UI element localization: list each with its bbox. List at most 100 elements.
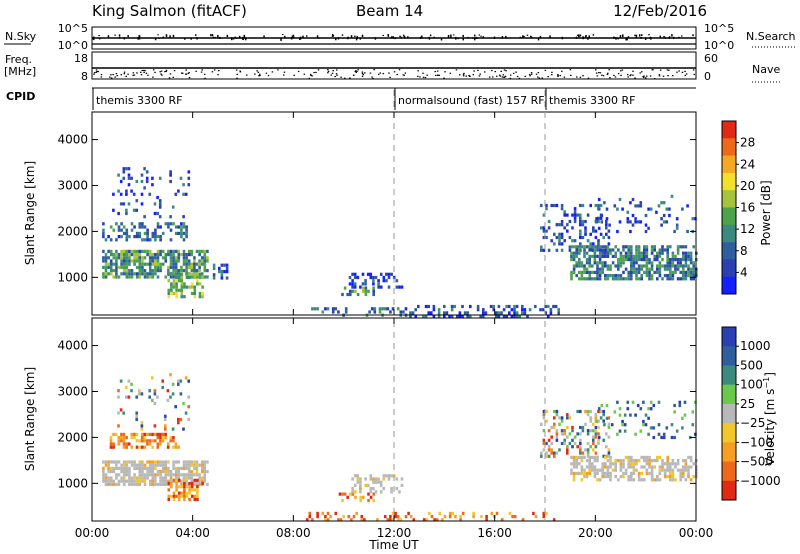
range-gate-cell — [558, 239, 561, 243]
nave-point — [613, 74, 615, 77]
range-gate-cell — [169, 479, 173, 483]
range-gate-cell — [172, 285, 176, 289]
range-gate-cell — [151, 256, 155, 260]
range-gate-cell — [133, 253, 136, 257]
nsky-point — [407, 36, 409, 39]
nsky-point — [473, 34, 476, 37]
nave-point — [332, 70, 334, 72]
nave-point — [499, 75, 502, 77]
range-gate-cell — [179, 176, 183, 180]
range-gate-cell — [682, 245, 685, 249]
range-gate-cell — [572, 455, 576, 459]
range-gate-cell — [596, 261, 599, 265]
range-gate-cell — [164, 256, 168, 260]
range-gate-cell — [653, 254, 656, 258]
range-gate-cell — [604, 277, 607, 281]
range-gate-cell — [132, 208, 136, 212]
range-gate-cell — [156, 436, 160, 440]
nave-point — [444, 71, 446, 73]
nave-point — [110, 77, 113, 79]
nsky-point — [530, 35, 532, 38]
range-gate-cell — [682, 258, 685, 262]
range-gate-cell — [125, 275, 129, 279]
range-gate-cell — [143, 272, 147, 276]
nsky-point — [139, 37, 141, 40]
range-gate-cell — [605, 403, 609, 408]
range-gate-cell — [201, 291, 204, 296]
range-gate-cell — [120, 222, 123, 226]
range-gate-cell — [391, 511, 395, 515]
range-gate-cell — [622, 462, 625, 466]
range-gate-cell — [402, 310, 405, 314]
range-gate-cell — [614, 264, 617, 268]
time-tick-label: 08:00 — [276, 526, 311, 540]
range-gate-cell — [495, 311, 498, 315]
range-gate-cell — [578, 455, 581, 459]
velocity-colorbar-label: Velocity [m s−1] — [762, 372, 777, 466]
range-gate-cell — [630, 478, 633, 482]
range-gate-cell — [614, 274, 617, 278]
range-gate-cell — [171, 382, 175, 386]
range-gate-cell — [597, 441, 600, 446]
range-gate-cell — [187, 253, 191, 257]
nave-point — [630, 74, 632, 76]
range-gate-cell — [568, 245, 572, 249]
range-gate-cell — [593, 277, 597, 281]
range-gate-cell — [521, 518, 525, 522]
range-gate-cell — [203, 265, 207, 269]
range-gate-cell — [594, 429, 598, 433]
range-gate-cell — [148, 272, 152, 276]
range-gate-cell — [120, 470, 123, 474]
range-gate-cell — [645, 471, 649, 475]
range-gate-cell — [663, 475, 667, 479]
range-gate-cell — [135, 411, 138, 415]
nave-point — [582, 75, 584, 77]
power-colorbar-label: Power [dB] — [759, 180, 773, 245]
range-gate-cell — [172, 494, 176, 498]
range-gate-cell — [595, 217, 598, 221]
range-gate-cell — [180, 295, 184, 299]
range-gate-cell — [414, 308, 417, 312]
range-gate-cell — [172, 253, 175, 257]
range-gate-cell — [130, 176, 133, 180]
range-gate-cell — [167, 466, 170, 470]
colorbar-tick-label: 100 — [740, 378, 763, 392]
range-gate-cell — [609, 475, 612, 479]
range-gate-cell — [586, 213, 590, 217]
range-gate-cell — [596, 264, 599, 268]
range-gate-cell — [190, 272, 194, 276]
range-gate-cell — [203, 256, 207, 260]
range-gate-cell — [596, 270, 599, 274]
range-gate-cell — [579, 203, 582, 208]
range-gate-cell — [650, 274, 654, 278]
nsky-point — [650, 37, 652, 40]
range-gate-cell — [133, 479, 136, 483]
range-gate-cell — [609, 264, 612, 268]
range-gate-cell — [624, 468, 628, 472]
range-gate-cell — [553, 425, 556, 430]
range-gate-cell — [594, 416, 598, 420]
range-gate-cell — [128, 235, 131, 239]
range-gate-cell — [102, 235, 105, 239]
range-gate-cell — [128, 272, 131, 276]
range-gate-cell — [683, 413, 687, 417]
range-gate-cell — [362, 286, 365, 290]
range-gate-cell — [159, 442, 162, 446]
range-gate-cell — [324, 515, 327, 519]
nave-point — [449, 72, 452, 74]
range-gate-cell — [606, 468, 610, 472]
range-gate-cell — [353, 282, 357, 286]
range-gate-cell — [624, 267, 628, 271]
nave-point — [188, 77, 191, 79]
range-gate-cell — [626, 210, 630, 214]
range-gate-cell — [359, 495, 362, 499]
range-gate-cell — [568, 235, 572, 240]
range-gate-cell — [534, 304, 537, 309]
range-gate-cell — [669, 274, 672, 278]
range-gate-cell — [692, 462, 695, 466]
range-gate-cell — [182, 183, 185, 187]
range-gate-cell — [180, 485, 184, 489]
range-gate-cell — [545, 409, 548, 414]
range-gate-cell — [601, 475, 604, 479]
nave-point — [570, 74, 572, 76]
